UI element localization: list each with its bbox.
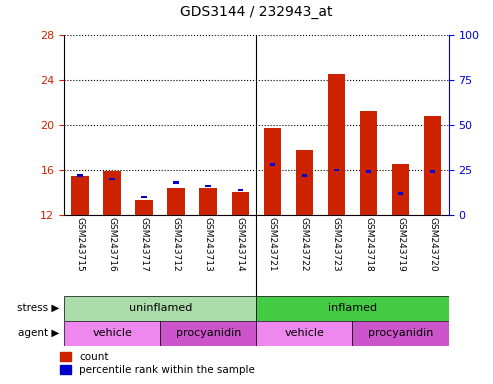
Bar xyxy=(104,171,121,215)
Text: GSM243723: GSM243723 xyxy=(332,217,341,272)
Bar xyxy=(160,321,256,346)
Bar xyxy=(71,175,89,215)
Text: GSM243722: GSM243722 xyxy=(300,217,309,272)
Text: GSM243718: GSM243718 xyxy=(364,217,373,272)
Bar xyxy=(424,116,441,215)
Bar xyxy=(238,189,243,191)
Legend: count, percentile rank within the sample: count, percentile rank within the sample xyxy=(56,348,259,379)
Text: GSM243715: GSM243715 xyxy=(75,217,85,272)
Text: GSM243719: GSM243719 xyxy=(396,217,405,272)
Bar xyxy=(232,192,249,215)
Text: GSM243721: GSM243721 xyxy=(268,217,277,272)
Bar xyxy=(392,164,409,215)
Bar xyxy=(302,174,307,177)
Text: GSM243712: GSM243712 xyxy=(172,217,181,272)
Bar xyxy=(64,296,256,321)
Bar xyxy=(64,321,160,346)
Bar xyxy=(109,178,115,180)
Bar xyxy=(270,163,275,166)
Text: GSM243717: GSM243717 xyxy=(140,217,149,272)
Text: uninflamed: uninflamed xyxy=(129,303,192,313)
Bar xyxy=(256,296,449,321)
Bar xyxy=(200,188,217,215)
Bar xyxy=(328,74,345,215)
Bar xyxy=(334,169,339,171)
Text: vehicle: vehicle xyxy=(92,328,132,338)
Bar xyxy=(360,111,377,215)
Text: GSM243716: GSM243716 xyxy=(107,217,117,272)
Bar xyxy=(398,192,403,195)
Bar xyxy=(366,170,371,173)
Text: inflamed: inflamed xyxy=(328,303,377,313)
Text: GSM243720: GSM243720 xyxy=(428,217,437,272)
Bar xyxy=(136,200,153,215)
Bar xyxy=(352,321,449,346)
Text: procyanidin: procyanidin xyxy=(368,328,433,338)
Text: stress ▶: stress ▶ xyxy=(17,303,59,313)
Bar xyxy=(77,174,83,177)
Bar xyxy=(430,170,435,173)
Text: procyanidin: procyanidin xyxy=(176,328,241,338)
Bar xyxy=(168,188,185,215)
Text: vehicle: vehicle xyxy=(284,328,324,338)
Text: agent ▶: agent ▶ xyxy=(18,328,59,338)
Text: GSM243713: GSM243713 xyxy=(204,217,213,272)
Bar xyxy=(256,321,352,346)
Text: GDS3144 / 232943_at: GDS3144 / 232943_at xyxy=(180,5,333,19)
Text: GSM243714: GSM243714 xyxy=(236,217,245,272)
Bar xyxy=(141,196,147,198)
Bar xyxy=(264,128,281,215)
Bar xyxy=(206,185,211,187)
Bar xyxy=(174,181,179,184)
Bar xyxy=(296,150,313,215)
